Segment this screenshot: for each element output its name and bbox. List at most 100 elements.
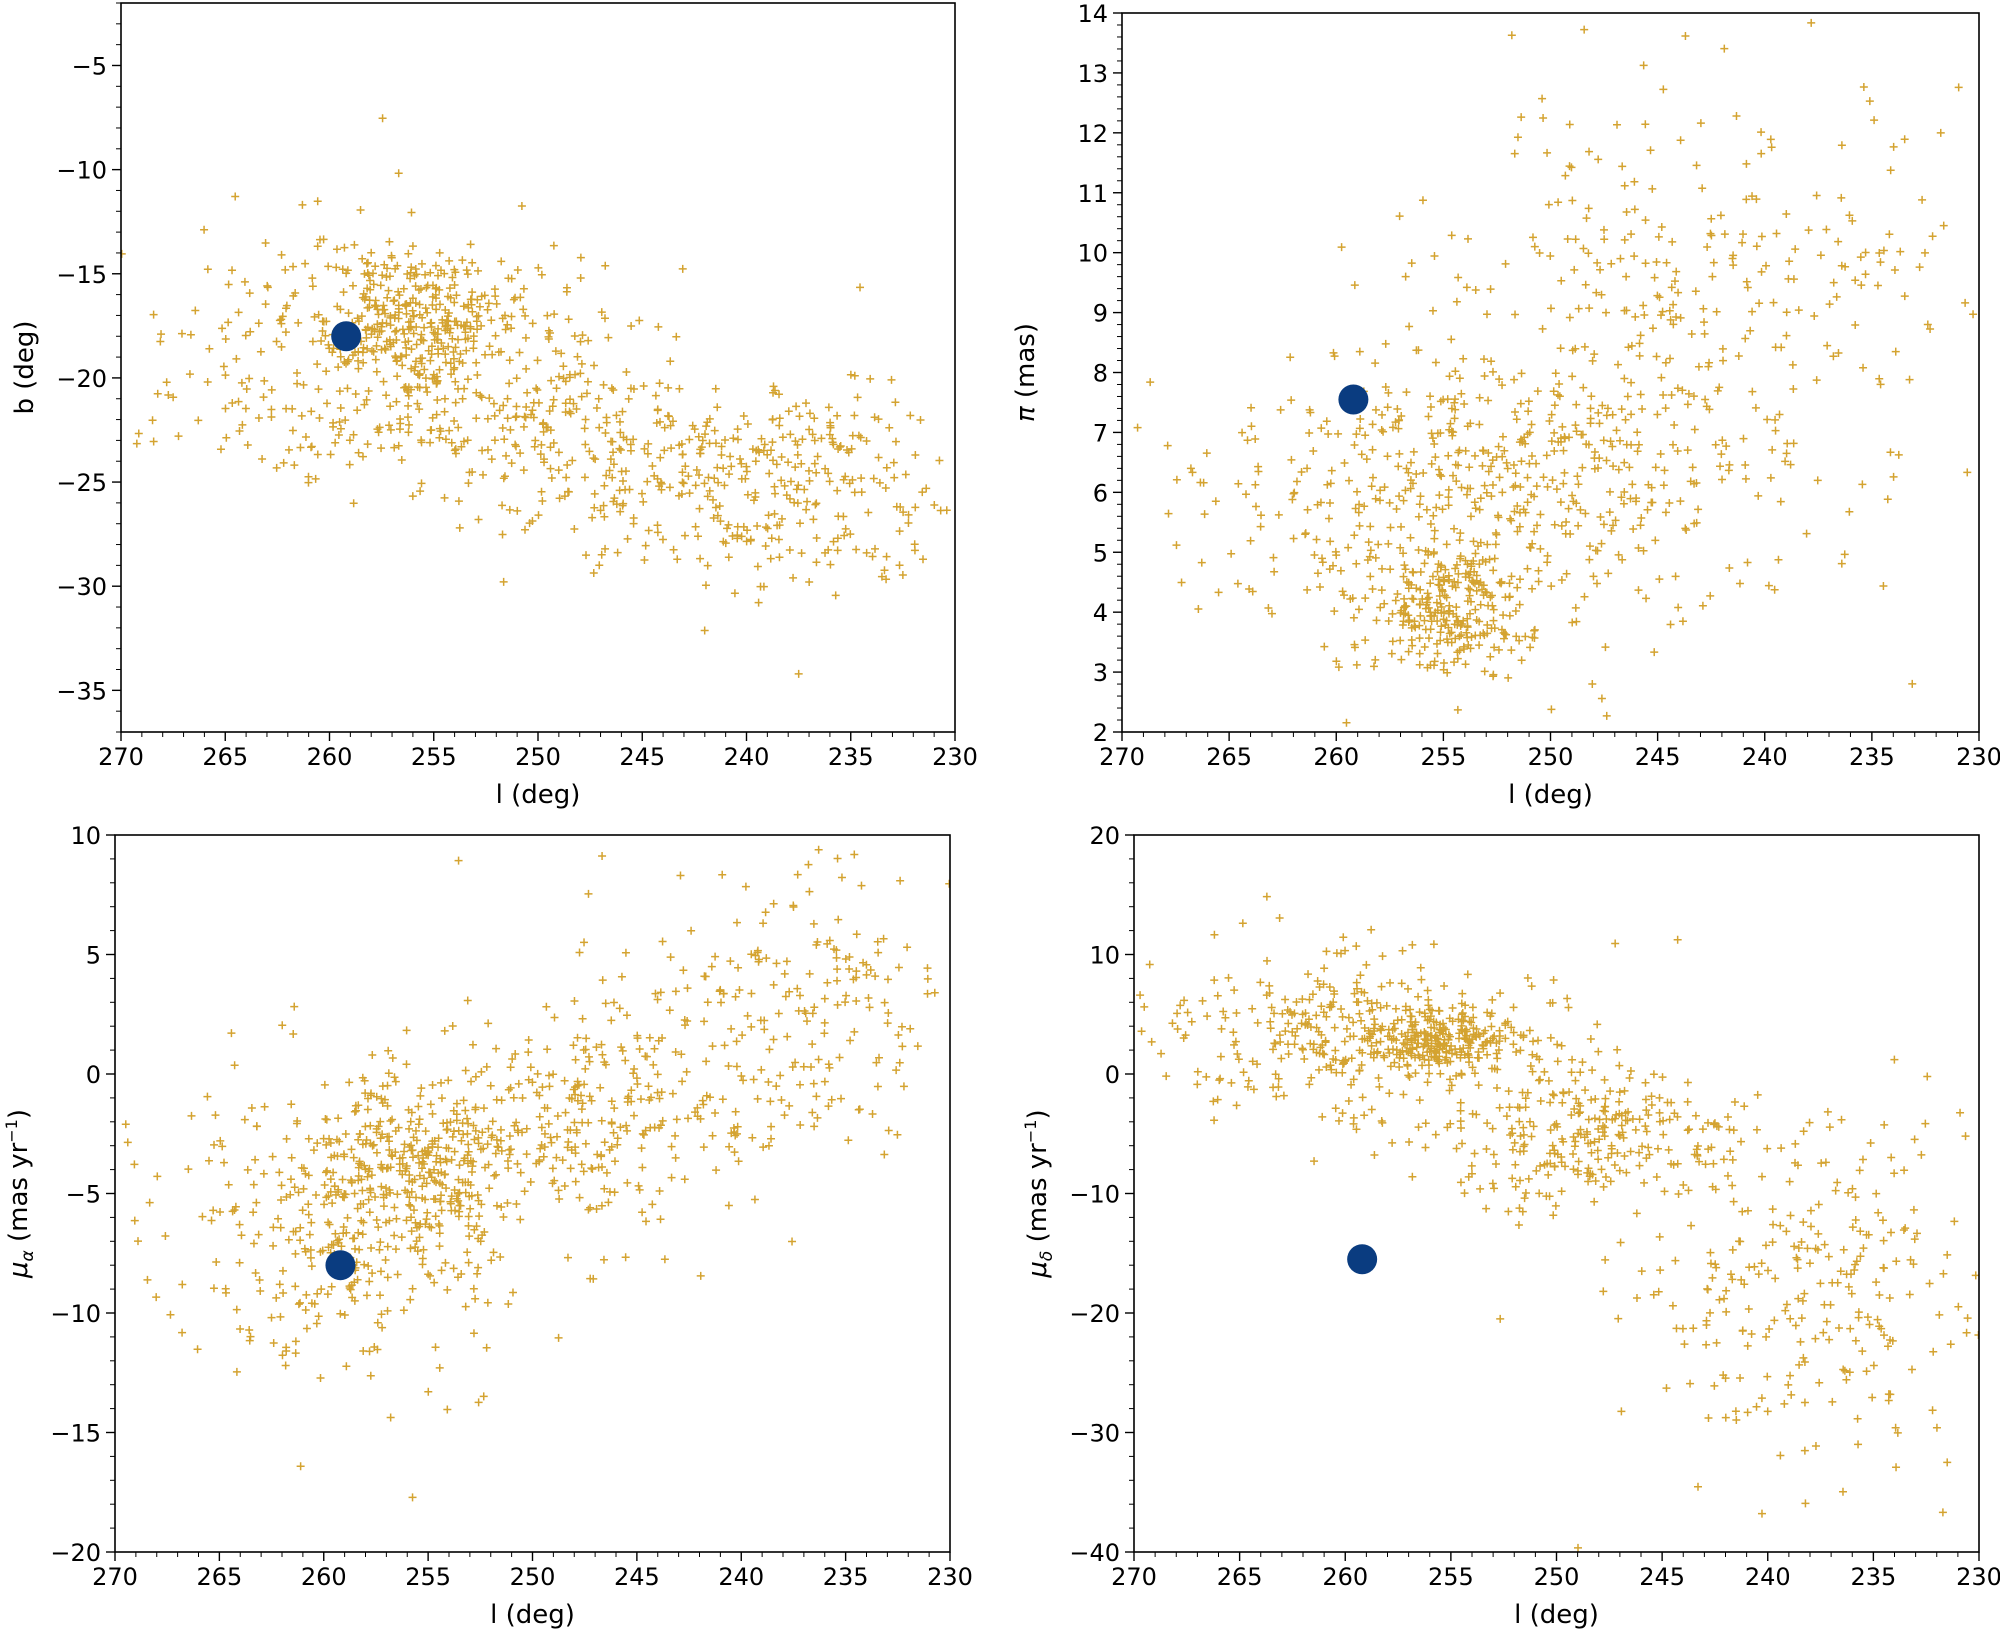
star-marker [1544, 1076, 1553, 1085]
star-marker [357, 312, 366, 321]
star-marker [1395, 416, 1404, 425]
star-marker [354, 356, 363, 365]
star-marker [411, 1243, 420, 1252]
star-marker [423, 388, 432, 397]
star-marker [1482, 1145, 1491, 1154]
star-marker [222, 433, 231, 442]
star-marker [602, 1168, 611, 1177]
star-marker [382, 273, 391, 282]
star-marker [1731, 1407, 1740, 1416]
star-marker [483, 1298, 492, 1307]
star-marker [407, 1227, 416, 1236]
star-marker [459, 1130, 468, 1139]
star-marker [1659, 1130, 1668, 1139]
star-marker [324, 340, 333, 349]
star-marker [455, 1188, 464, 1197]
star-marker [502, 451, 511, 460]
star-marker [1658, 1073, 1667, 1082]
star-marker [445, 284, 454, 293]
star-marker [1569, 1165, 1578, 1174]
star-marker [1475, 1032, 1484, 1041]
star-marker [1534, 1076, 1543, 1085]
star-marker [546, 1133, 555, 1142]
x-axis-label: l (deg) [496, 780, 581, 810]
star-marker [1558, 1135, 1567, 1144]
star-marker [454, 1273, 463, 1282]
star-marker [658, 535, 667, 544]
star-marker [1292, 477, 1301, 486]
star-marker [1370, 1151, 1379, 1160]
star-marker [1455, 374, 1464, 383]
star-marker [546, 443, 555, 452]
star-marker [1683, 1126, 1692, 1135]
star-marker [1429, 511, 1438, 520]
star-marker [316, 1373, 325, 1382]
star-marker [235, 1220, 244, 1229]
star-marker [1515, 1117, 1524, 1126]
star-marker [1590, 464, 1599, 473]
star-marker [350, 1278, 359, 1287]
star-marker [267, 405, 276, 414]
star-marker [1834, 237, 1843, 246]
star-marker [801, 399, 810, 408]
star-marker [890, 473, 899, 482]
star-marker [1889, 472, 1898, 481]
star-marker [1620, 181, 1629, 190]
star-marker [528, 406, 537, 415]
star-marker [548, 1179, 557, 1188]
star-marker [1899, 1225, 1908, 1234]
star-marker [681, 462, 690, 471]
star-marker [1615, 436, 1624, 445]
star-marker [713, 403, 722, 412]
star-marker [1578, 1058, 1587, 1067]
star-marker [1492, 1083, 1501, 1092]
star-marker [1406, 458, 1415, 467]
star-marker [1577, 430, 1586, 439]
star-marker [306, 1245, 315, 1254]
star-marker [1490, 554, 1499, 563]
star-marker [713, 511, 722, 520]
star-marker [547, 1138, 556, 1147]
star-marker [360, 1076, 369, 1085]
star-marker [373, 425, 382, 434]
star-marker [1399, 572, 1408, 581]
star-marker [1801, 1499, 1810, 1508]
star-marker [560, 1076, 569, 1085]
star-marker [607, 1097, 616, 1106]
star-marker [484, 1124, 493, 1133]
star-marker [1438, 1029, 1447, 1038]
star-marker [1463, 623, 1472, 632]
star-marker [1435, 491, 1444, 500]
star-marker [366, 1188, 375, 1197]
star-marker [1676, 497, 1685, 506]
star-marker [805, 577, 814, 586]
star-marker [391, 1245, 400, 1254]
star-marker [760, 1016, 769, 1025]
star-marker [474, 515, 483, 524]
star-marker [746, 536, 755, 545]
star-marker [392, 336, 401, 345]
star-marker [761, 908, 770, 917]
star-marker [653, 1070, 662, 1079]
star-marker [874, 415, 883, 424]
star-marker [1729, 1197, 1738, 1206]
star-marker [384, 1046, 393, 1055]
star-marker [691, 522, 700, 531]
star-marker [1551, 369, 1560, 378]
star-marker [1568, 372, 1577, 381]
star-marker [1385, 1089, 1394, 1098]
star-marker [1642, 1127, 1651, 1136]
star-marker [666, 953, 675, 962]
star-marker [1239, 1068, 1248, 1077]
star-marker [1447, 427, 1456, 436]
star-marker [1399, 549, 1408, 558]
star-marker [1441, 565, 1450, 574]
star-marker [1229, 1028, 1238, 1037]
star-marker [1431, 453, 1440, 462]
star-marker [400, 329, 409, 338]
star-marker [1467, 1018, 1476, 1027]
star-marker [1851, 1336, 1860, 1345]
star-marker [703, 492, 712, 501]
star-marker [898, 1042, 907, 1051]
star-marker [1423, 1016, 1432, 1025]
